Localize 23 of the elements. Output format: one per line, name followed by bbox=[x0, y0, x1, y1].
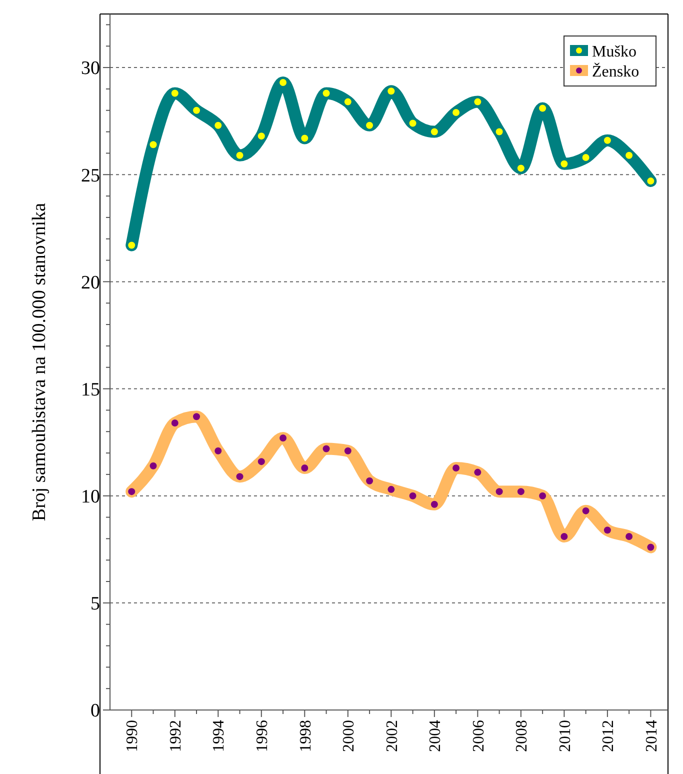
y-tick-label: 10 bbox=[81, 486, 100, 508]
legend-label: Žensko bbox=[592, 62, 640, 81]
y-tick-label: 0 bbox=[90, 700, 100, 722]
x-tick-label: 1998 bbox=[297, 720, 314, 752]
x-tick-label: 2008 bbox=[514, 720, 531, 752]
x-tick-label: 2002 bbox=[384, 720, 401, 752]
y-tick-label: 15 bbox=[81, 379, 100, 400]
x-tick-label: 1990 bbox=[124, 720, 142, 752]
y-tick-label: 30 bbox=[81, 58, 100, 80]
x-tick-label: 2010 bbox=[556, 720, 574, 752]
legend-label: Muško bbox=[592, 44, 636, 61]
x-tick-label: 2000 bbox=[340, 720, 358, 752]
x-tick-label: 1996 bbox=[254, 720, 271, 752]
x-tick-label: 2012 bbox=[600, 720, 618, 752]
y-tick-label: 5 bbox=[90, 594, 100, 615]
y-axis-title: Broj samoubistava na 100.000 stanovnika bbox=[29, 202, 50, 522]
x-tick-label: 1994 bbox=[210, 720, 228, 752]
x-tick-label: 1992 bbox=[167, 720, 184, 752]
x-tick-label: 2006 bbox=[470, 720, 488, 752]
y-tick-label: 25 bbox=[81, 165, 100, 186]
x-tick-label: 2014 bbox=[643, 720, 660, 752]
y-tick-label: 20 bbox=[81, 272, 100, 294]
x-tick-label: 2004 bbox=[427, 720, 444, 752]
